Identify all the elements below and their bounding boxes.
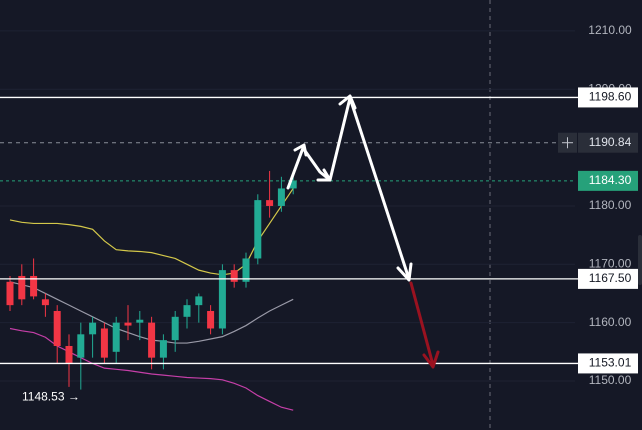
level-label: 1198.60 — [589, 90, 632, 104]
candle-body — [289, 180, 297, 189]
candle-body — [65, 345, 73, 364]
low-annotation: 1148.53 → — [22, 390, 80, 404]
candle-body — [77, 334, 85, 358]
candle-body — [159, 340, 167, 358]
y-tick-label: 1170.00 — [589, 256, 632, 270]
candle-body — [230, 270, 238, 282]
candle-body — [171, 316, 179, 341]
level-label-box — [578, 87, 638, 108]
projection-arrows — [286, 94, 440, 369]
candle-body — [41, 299, 49, 306]
candle-body — [18, 275, 26, 300]
candle-body — [100, 328, 108, 358]
last-price-label: 1184.30 — [589, 173, 632, 187]
level-label-box — [578, 268, 638, 289]
candle-body — [53, 310, 61, 346]
candle-body — [195, 296, 203, 306]
candle-body — [207, 310, 215, 329]
candle-body — [277, 188, 285, 206]
candle-body — [183, 305, 191, 317]
level-label: 1153.01 — [589, 356, 632, 370]
candle-body — [254, 200, 262, 259]
candle-body — [266, 200, 274, 206]
candle-body — [89, 322, 97, 335]
level-label: 1167.50 — [589, 271, 632, 285]
scroll-handle[interactable] — [638, 235, 642, 285]
candle-body — [148, 322, 156, 358]
candle-body — [112, 322, 120, 352]
y-tick-label: 1150.00 — [589, 373, 632, 387]
last-price-box — [578, 170, 638, 191]
candle-body — [242, 258, 250, 282]
y-tick-label: 1180.00 — [589, 198, 632, 212]
candle-body — [30, 275, 38, 297]
crosshair-label: 1190.84 — [589, 135, 632, 149]
y-tick-label: 1210.00 — [588, 23, 632, 37]
candle-body — [124, 322, 132, 326]
candle-body — [218, 270, 226, 329]
candle-body — [136, 319, 144, 323]
crosshair-label-box — [578, 132, 638, 153]
plot: 1150.001160.001170.001180.001200.001210.… — [0, 23, 638, 411]
y-tick-label: 1160.00 — [589, 315, 632, 329]
level-label-box — [578, 353, 638, 374]
candle-body — [6, 281, 14, 306]
